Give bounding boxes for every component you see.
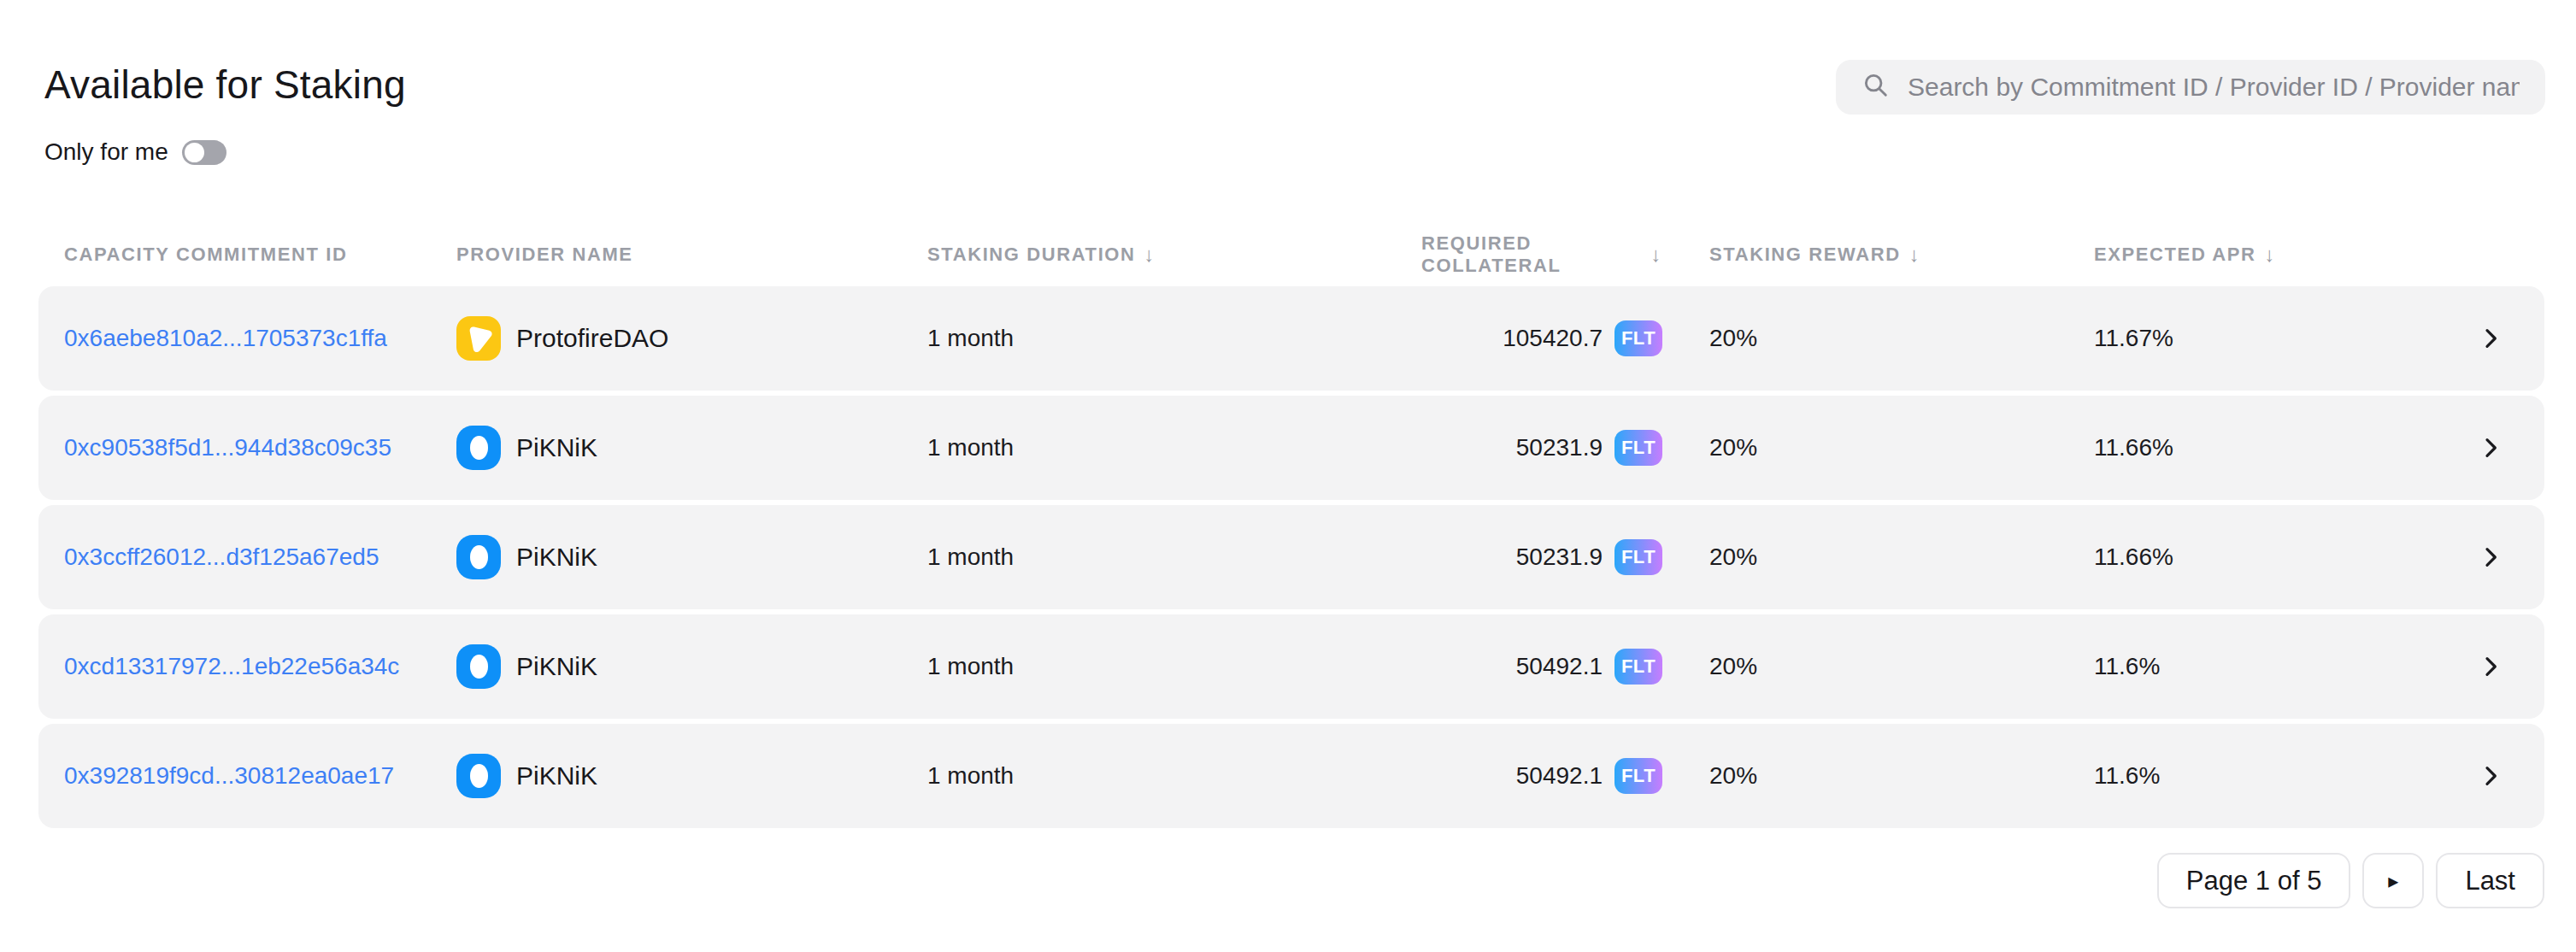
piknik-logo-icon — [456, 754, 501, 798]
staking-reward: 20% — [1662, 653, 2094, 680]
commitment-id-link[interactable]: 0x3ccff26012...d3f125a67ed5 — [64, 544, 379, 571]
expected-apr: 11.66% — [2094, 434, 2470, 461]
commitment-id-link[interactable]: 0x392819f9cd...30812ea0ae17 — [64, 762, 394, 790]
sort-arrow-icon[interactable]: ↓ — [1144, 243, 1156, 267]
pagination: Page 1 of 5 ▸ Last — [2157, 853, 2544, 908]
staking-duration: 1 month — [927, 325, 1421, 352]
staking-duration: 1 month — [927, 653, 1421, 680]
next-page-arrow-icon: ▸ — [2388, 869, 2398, 893]
flt-token-badge: FLT — [1614, 758, 1662, 794]
required-collateral: 105420.7 — [1503, 325, 1603, 352]
column-header-provider-name: Provider name — [456, 244, 927, 266]
piknik-logo-icon — [456, 644, 501, 689]
staking-duration: 1 month — [927, 434, 1421, 461]
table-row[interactable]: 0x3ccff26012...d3f125a67ed5 PiKNiK 1 mon… — [38, 505, 2544, 609]
toggle-knob — [185, 143, 204, 162]
row-chevron-right-icon[interactable] — [2470, 434, 2510, 461]
page-indicator-button[interactable]: Page 1 of 5 — [2157, 853, 2351, 908]
staking-reward: 20% — [1662, 325, 2094, 352]
row-chevron-right-icon[interactable] — [2470, 653, 2510, 680]
staking-duration: 1 month — [927, 544, 1421, 571]
piknik-logo-icon — [456, 426, 501, 470]
table-header-row: Capacity commitment ID Provider name Sta… — [38, 232, 2544, 277]
required-collateral: 50492.1 — [1516, 653, 1603, 680]
staking-reward: 20% — [1662, 434, 2094, 461]
provider-name: PiKNiK — [516, 543, 597, 572]
protofire-logo-icon — [456, 316, 501, 361]
commitment-id-link[interactable]: 0xcd13317972...1eb22e56a34c — [64, 653, 399, 680]
expected-apr: 11.67% — [2094, 325, 2470, 352]
column-header-expected-apr[interactable]: Expected APR ↓ — [2094, 243, 2470, 267]
search-bar[interactable] — [1836, 60, 2545, 115]
column-header-staking-reward[interactable]: Staking reward ↓ — [1662, 243, 2094, 267]
flt-token-badge: FLT — [1614, 539, 1662, 575]
available-for-staking-page: Available for Staking Only for me Capaci… — [0, 0, 2576, 952]
staking-table: 0x6aebe810a2...1705373c1ffa ProtofireDAO… — [38, 286, 2544, 828]
row-chevron-right-icon[interactable] — [2470, 544, 2510, 571]
table-row[interactable]: 0xcd13317972...1eb22e56a34c PiKNiK 1 mon… — [38, 614, 2544, 719]
provider-name: PiKNiK — [516, 652, 597, 681]
next-page-button[interactable]: ▸ — [2362, 853, 2424, 908]
provider-name: ProtofireDAO — [516, 324, 668, 353]
table-row[interactable]: 0xc90538f5d1...944d38c09c35 PiKNiK 1 mon… — [38, 396, 2544, 500]
only-for-me-toggle[interactable] — [182, 140, 226, 165]
provider-name: PiKNiK — [516, 433, 597, 462]
staking-duration: 1 month — [927, 762, 1421, 790]
last-page-button[interactable]: Last — [2436, 853, 2544, 908]
commitment-id-link[interactable]: 0x6aebe810a2...1705373c1ffa — [64, 325, 387, 352]
table-row[interactable]: 0x392819f9cd...30812ea0ae17 PiKNiK 1 mon… — [38, 724, 2544, 828]
only-for-me-label: Only for me — [44, 138, 168, 166]
expected-apr: 11.6% — [2094, 762, 2470, 790]
table-row[interactable]: 0x6aebe810a2...1705373c1ffa ProtofireDAO… — [38, 286, 2544, 391]
commitment-id-link[interactable]: 0xc90538f5d1...944d38c09c35 — [64, 434, 391, 461]
column-header-capacity-commitment-id: Capacity commitment ID — [64, 244, 456, 266]
required-collateral: 50492.1 — [1516, 762, 1603, 790]
flt-token-badge: FLT — [1614, 649, 1662, 685]
sort-arrow-icon[interactable]: ↓ — [1650, 243, 1662, 267]
column-header-required-collateral[interactable]: Required collateral ↓ — [1421, 232, 1662, 277]
search-input[interactable] — [1908, 73, 2520, 102]
search-icon — [1861, 71, 1891, 103]
provider-name: PiKNiK — [516, 761, 597, 790]
sort-arrow-icon[interactable]: ↓ — [1909, 243, 1921, 267]
row-chevron-right-icon[interactable] — [2470, 762, 2510, 790]
only-for-me-filter: Only for me — [44, 138, 226, 166]
expected-apr: 11.66% — [2094, 544, 2470, 571]
flt-token-badge: FLT — [1614, 320, 1662, 356]
sort-arrow-icon[interactable]: ↓ — [2265, 243, 2277, 267]
required-collateral: 50231.9 — [1516, 434, 1603, 461]
page-title: Available for Staking — [44, 62, 406, 108]
expected-apr: 11.6% — [2094, 653, 2470, 680]
staking-reward: 20% — [1662, 762, 2094, 790]
row-chevron-right-icon[interactable] — [2470, 325, 2510, 352]
staking-reward: 20% — [1662, 544, 2094, 571]
column-header-staking-duration[interactable]: Staking duration ↓ — [927, 243, 1421, 267]
piknik-logo-icon — [456, 535, 501, 579]
flt-token-badge: FLT — [1614, 430, 1662, 466]
required-collateral: 50231.9 — [1516, 544, 1603, 571]
